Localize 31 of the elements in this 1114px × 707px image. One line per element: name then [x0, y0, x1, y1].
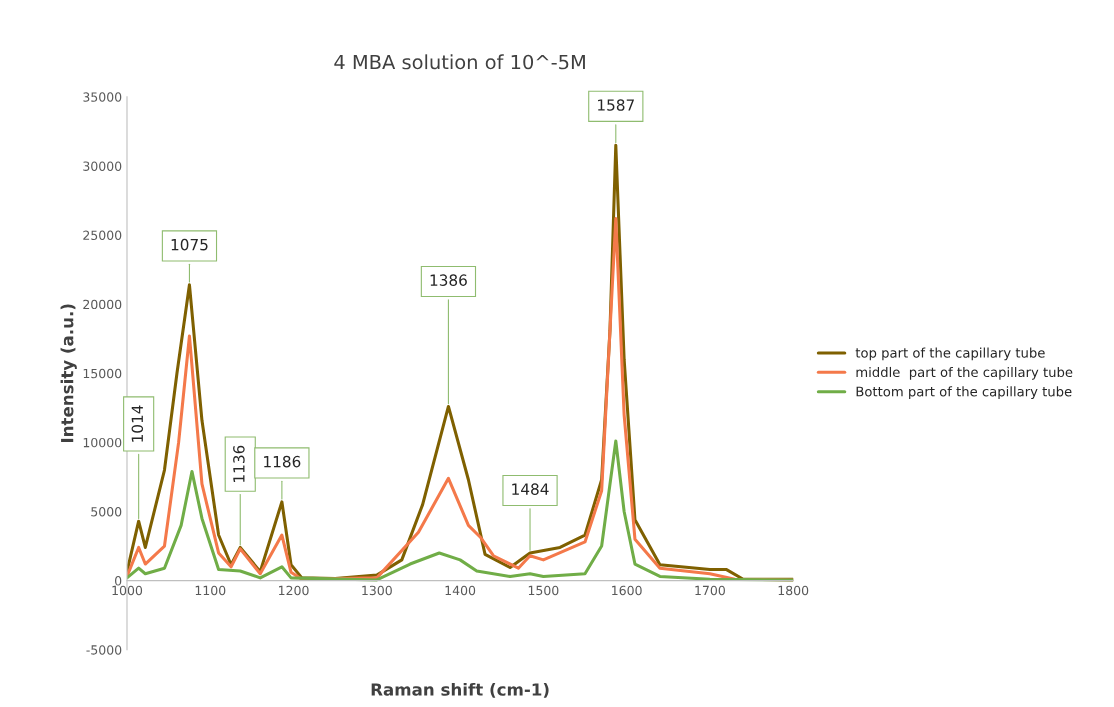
x-tick-label: 1200: [279, 585, 309, 596]
y-tick-label: 10000: [83, 437, 122, 448]
y-tick-label: -5000: [86, 645, 122, 655]
annotation: 1075: [171, 238, 208, 251]
y-tick-label: 0: [115, 576, 122, 586]
annotation: 1386: [430, 274, 467, 286]
x-tick-label: 1500: [528, 585, 559, 596]
y-tick-label: 25000: [83, 230, 122, 240]
x-tick-label: 1800: [778, 585, 809, 596]
annotation: 1587: [598, 99, 634, 111]
x-tick-label: 1600: [612, 585, 642, 596]
annotation: 1014: [131, 405, 144, 442]
x-tick-label: 1100: [195, 585, 226, 596]
y-tick-label: 20000: [83, 299, 122, 310]
y-tick-label: 15000: [83, 368, 122, 379]
legend-label: Bottom part of the capillary tube: [856, 386, 1072, 400]
x-tick-label: 1400: [445, 585, 476, 596]
legend-label: top part of the capillary tube: [855, 347, 1045, 361]
y-axis-title: Intensity (a.u.): [60, 304, 77, 442]
x-tick-label: 1300: [362, 585, 392, 596]
x-axis-title: Raman shift (cm-1): [371, 682, 549, 698]
x-tick-label: 1700: [695, 585, 725, 596]
annotation: 1484: [512, 483, 549, 495]
chart-title: 4 MBA solution of 10^-5M: [334, 54, 585, 70]
y-tick-label: 30000: [83, 161, 122, 171]
x-tick-label: 1000: [112, 585, 143, 596]
legend-label: middle part of the capillary tube: [856, 366, 1073, 380]
annotation: 1136: [233, 445, 245, 482]
y-tick-label: 5000: [91, 506, 122, 517]
annotation: 1186: [264, 455, 301, 468]
y-tick-label: 35000: [83, 92, 122, 102]
